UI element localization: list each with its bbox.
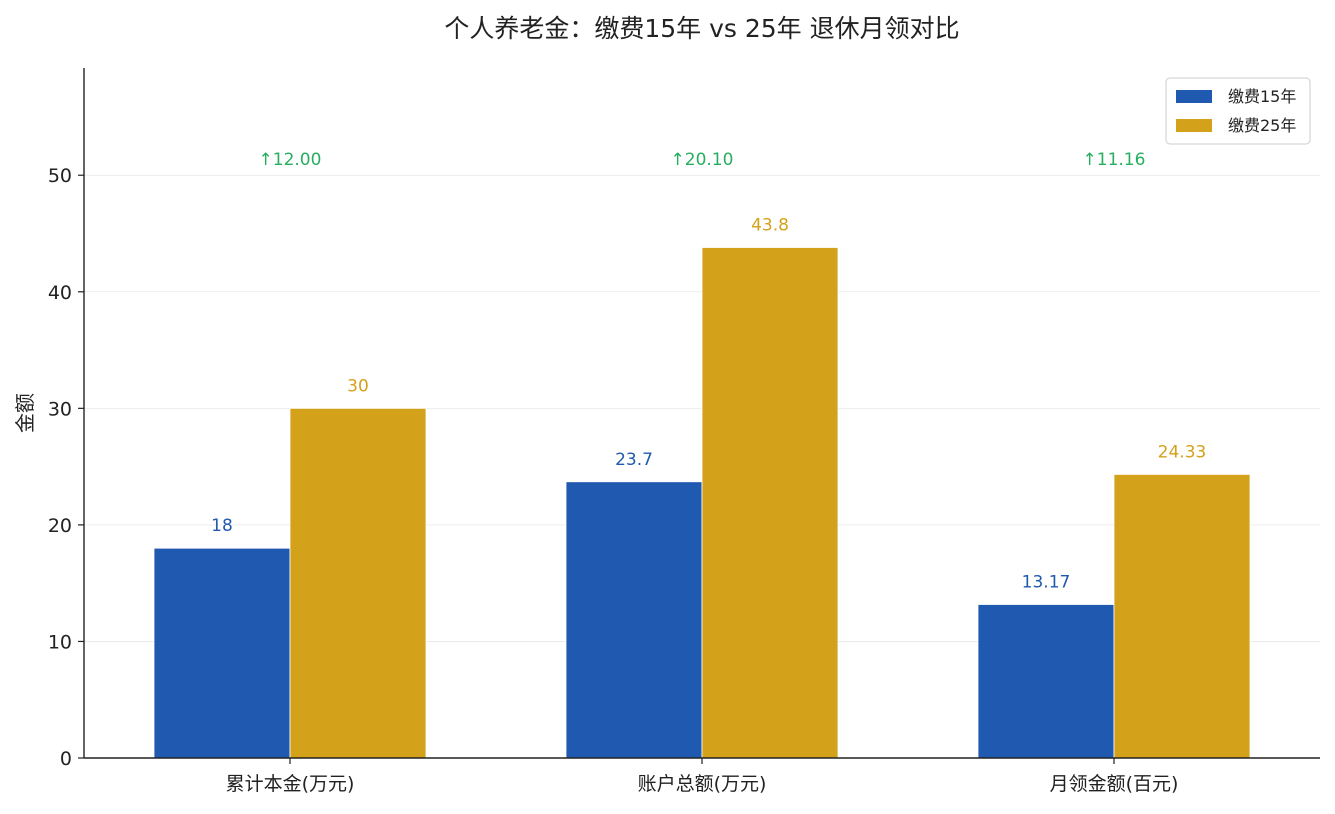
bar-缴费25年-累计本金(万元) [289, 407, 427, 759]
difference-label: ↑11.16 [1083, 150, 1146, 170]
x-tick-label: 账户总额(万元) [638, 773, 767, 795]
legend-swatch [1176, 90, 1212, 103]
y-tick-label: 0 [60, 748, 72, 770]
bar-value-label: 18 [211, 516, 233, 536]
bar-缴费25年-账户总额(万元) [701, 247, 839, 759]
bar-缴费25年-月领金额(百元) [1113, 474, 1251, 759]
x-tick-label: 累计本金(万元) [226, 773, 355, 795]
axes: 0 10 20 30 40 50 累计本金(万元) 账户总额(万元) 月领金额(百元) [48, 68, 1320, 795]
bar-缴费15年-累计本金(万元) [153, 547, 291, 759]
bar-value-label: 30 [347, 376, 369, 396]
chart-title: 个人养老金：缴费15年 vs 25年 退休月领对比 [444, 14, 959, 43]
bar-缴费15年-账户总额(万元) [565, 481, 703, 759]
y-tick-label: 20 [48, 515, 72, 537]
y-tick-label: 50 [48, 165, 72, 187]
bar-value-label: 13.17 [1022, 572, 1071, 592]
bar-value-label: 23.7 [615, 450, 653, 470]
legend-label: 缴费15年 [1228, 87, 1296, 106]
x-tick-label: 月领金额(百元) [1050, 773, 1179, 795]
y-axis-label: 金额 [13, 393, 37, 433]
difference-label: ↑20.10 [671, 150, 734, 170]
y-tick-label: 10 [48, 631, 72, 653]
y-tick-label: 40 [48, 282, 72, 304]
y-tick-label: 30 [48, 398, 72, 420]
bar-缴费15年-月领金额(百元) [977, 604, 1115, 759]
bar-value-label: 24.33 [1158, 442, 1207, 462]
difference-label: ↑12.00 [259, 150, 322, 170]
legend-label: 缴费25年 [1228, 116, 1296, 135]
legend-swatch [1176, 119, 1212, 132]
bars [153, 247, 1251, 759]
bar-value-label: 43.8 [751, 215, 789, 235]
data-labels: 18 30 ↑12.00 23.7 43.8 ↑20.10 13.17 24.33 ↑11.16 [211, 150, 1206, 592]
